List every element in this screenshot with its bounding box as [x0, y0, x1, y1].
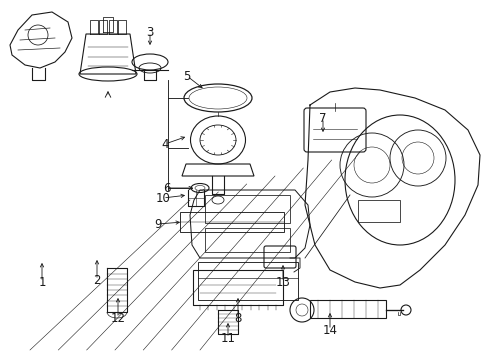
Text: 13: 13 [275, 275, 290, 288]
Text: 12: 12 [110, 311, 125, 324]
Text: 14: 14 [322, 324, 337, 337]
Text: 3: 3 [146, 26, 153, 39]
Text: 9: 9 [154, 217, 162, 230]
Text: 8: 8 [234, 311, 241, 324]
Text: 4: 4 [161, 138, 168, 150]
Text: 5: 5 [183, 69, 190, 82]
Text: 10: 10 [155, 192, 170, 204]
Text: 2: 2 [93, 274, 101, 287]
Text: 11: 11 [220, 332, 235, 345]
Text: 7: 7 [319, 112, 326, 125]
Text: 1: 1 [38, 275, 46, 288]
Text: 6: 6 [163, 181, 170, 194]
